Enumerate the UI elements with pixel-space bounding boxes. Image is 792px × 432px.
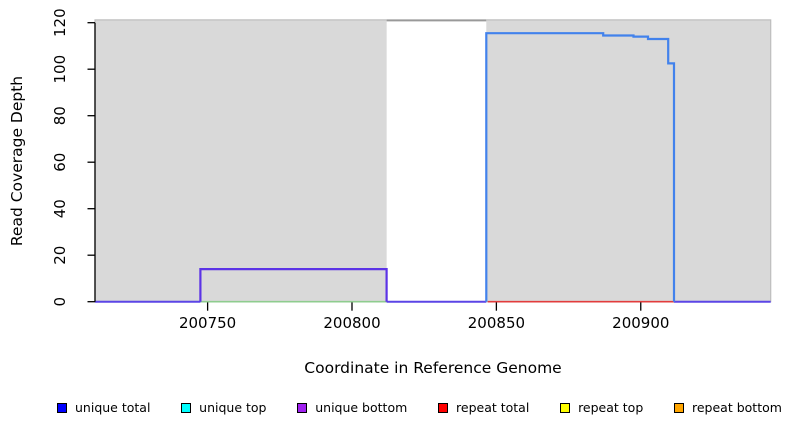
legend-label-repeat-total: repeat total [456,400,530,415]
repeat-top-swatch-icon [560,403,571,413]
y-tick-label: 40 [51,199,69,218]
series-segment-unique-bottom-box [199,268,388,302]
legend-label-repeat-bottom: repeat bottom [692,400,782,415]
repeat-total-swatch-icon [438,403,449,413]
legend-item-unique-bottom: unique bottom [297,400,407,416]
legend-label-unique-top: unique top [199,400,267,415]
legend-label-repeat-top: repeat top [578,400,644,415]
legend-item-unique-total: unique total [57,400,150,416]
unique-bottom-swatch-icon [297,403,308,413]
legend: unique total unique top unique bottom repea… [57,399,782,417]
y-tick-label: 0 [51,297,69,307]
legend-item-repeat-top: repeat top [560,400,643,416]
y-tick-label: 100 [51,55,69,84]
x-tick-label: 200750 [179,314,236,332]
y-axis-label: Read Coverage Depth [8,75,26,247]
legend-item-repeat-bottom: repeat bottom [674,400,782,416]
x-tick-label: 200900 [612,314,669,332]
series-segment-unique-total-step [485,32,676,302]
y-tick-label: 80 [51,106,69,125]
unique-top-swatch-icon [181,403,192,413]
unique-total-swatch-icon [57,403,67,413]
y-tick-label: 60 [51,153,69,172]
legend-label-unique-bottom: unique bottom [315,400,408,415]
x-tick-label: 200850 [468,314,525,332]
x-tick-label: 200800 [323,314,380,332]
repeat-bottom-swatch-icon [674,403,684,413]
y-tick-label: 120 [51,8,69,37]
legend-label-unique-total: unique total [75,400,151,415]
no-data-gap [386,18,487,304]
y-tick-label: 20 [51,246,69,265]
legend-item-repeat-total: repeat total [438,400,529,416]
x-axis-label: Coordinate in Reference Genome [304,359,562,377]
legend-item-unique-top: unique top [181,400,266,416]
